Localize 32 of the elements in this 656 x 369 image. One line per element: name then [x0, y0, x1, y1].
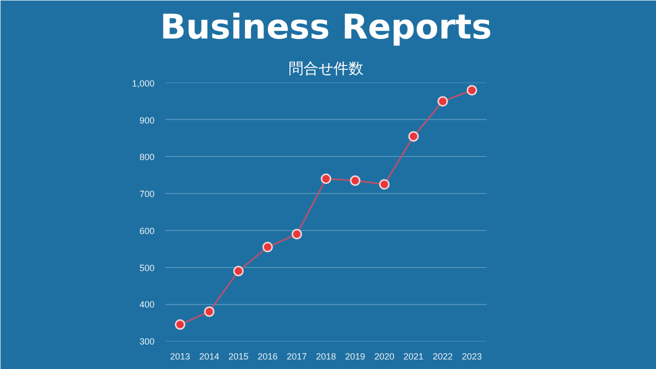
- point: [174, 319, 186, 330]
- point: [379, 179, 390, 190]
- x-tick-label: 2022: [432, 352, 453, 362]
- x-tick-label: 2018: [316, 352, 336, 362]
- y-tick-label: 700: [139, 189, 155, 200]
- x-tick-label: 2021: [404, 352, 424, 362]
- point: [320, 174, 332, 184]
- point: [204, 306, 215, 317]
- chart-subtitle: 問合せ件数: [288, 60, 364, 78]
- y-tick-label: 500: [139, 262, 155, 273]
- chart-title: Business Reports: [160, 8, 492, 48]
- x-tick-label: 2014: [199, 352, 220, 362]
- x-tick-label: 2013: [170, 352, 190, 362]
- y-tick-label: 800: [139, 152, 155, 162]
- point: [233, 266, 244, 276]
- y-tick-label: 600: [139, 226, 155, 236]
- y-tick-label: 1,000: [132, 78, 155, 88]
- point: [350, 175, 360, 186]
- y-tick-label: 300: [139, 336, 155, 347]
- y-tick-label: 900: [139, 115, 155, 126]
- x-tick-label: 2016: [258, 352, 278, 362]
- point: [466, 85, 478, 96]
- x-tick-label: 2015: [228, 352, 248, 362]
- point: [408, 131, 419, 142]
- x-tick-label: 2019: [345, 352, 366, 362]
- point: [262, 242, 273, 252]
- x-tick-label: 2023: [462, 352, 482, 362]
- x-tick-label: 2020: [374, 352, 394, 362]
- x-tick-label: 2017: [286, 352, 307, 362]
- point: [292, 228, 302, 240]
- y-tick-label: 400: [139, 300, 155, 310]
- point: [437, 96, 448, 107]
